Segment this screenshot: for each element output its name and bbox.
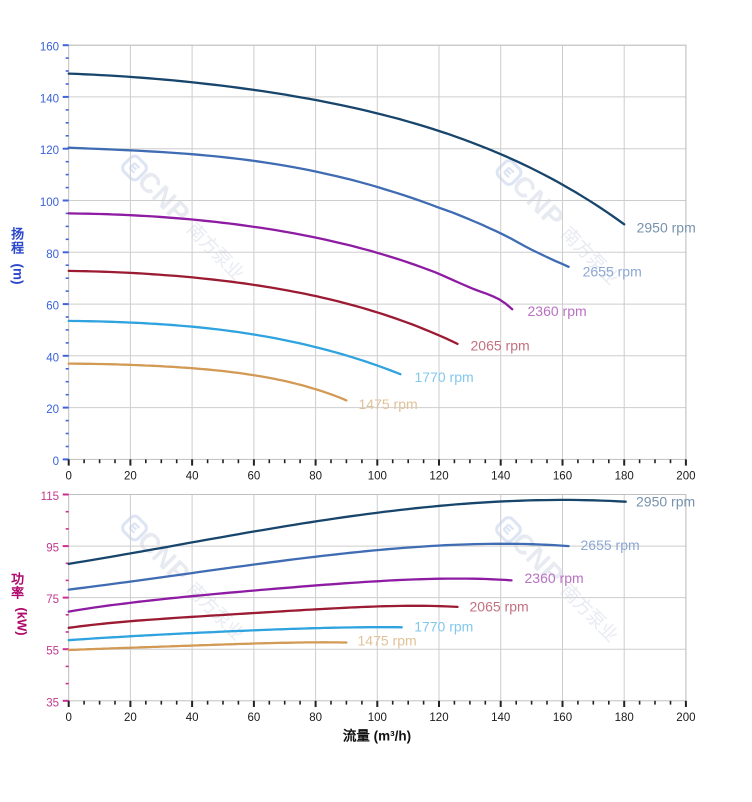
svg-text:95: 95 (46, 543, 59, 555)
svg-text:1475 rpm: 1475 rpm (359, 396, 418, 412)
svg-text:2065 rpm: 2065 rpm (471, 338, 530, 354)
svg-text:1475 rpm: 1475 rpm (358, 633, 417, 649)
svg-text:(m): (m) (11, 264, 26, 285)
svg-text:100: 100 (40, 197, 59, 209)
svg-text:40: 40 (186, 712, 199, 724)
svg-text:60: 60 (46, 301, 59, 313)
svg-text:120: 120 (40, 145, 59, 157)
svg-text:140: 140 (40, 93, 59, 105)
svg-text:115: 115 (41, 491, 59, 503)
svg-text:(kW): (kW) (15, 607, 30, 635)
svg-text:2655 rpm: 2655 rpm (583, 264, 642, 280)
svg-text:2360 rpm: 2360 rpm (525, 570, 584, 586)
svg-text:75: 75 (46, 594, 59, 606)
svg-text:180: 180 (615, 471, 634, 483)
svg-text:20: 20 (124, 471, 137, 483)
svg-text:160: 160 (553, 712, 572, 724)
svg-text:0: 0 (65, 471, 71, 483)
svg-text:率: 率 (11, 586, 24, 601)
svg-text:0: 0 (53, 456, 59, 468)
svg-text:20: 20 (46, 404, 59, 416)
svg-text:80: 80 (309, 471, 322, 483)
svg-text:2950 rpm: 2950 rpm (636, 494, 695, 510)
svg-text:160: 160 (553, 471, 572, 483)
svg-text:程: 程 (11, 241, 24, 256)
svg-text:200: 200 (676, 712, 695, 724)
svg-text:2950 rpm: 2950 rpm (637, 220, 696, 236)
svg-text:流量 (m³/h): 流量 (m³/h) (343, 728, 411, 744)
svg-text:功: 功 (11, 572, 24, 587)
svg-text:55: 55 (46, 646, 59, 658)
svg-text:100: 100 (368, 712, 387, 724)
svg-text:140: 140 (491, 471, 510, 483)
svg-text:160: 160 (40, 42, 59, 54)
svg-text:2360 rpm: 2360 rpm (528, 303, 587, 319)
svg-text:80: 80 (46, 249, 59, 261)
svg-text:60: 60 (248, 712, 261, 724)
svg-text:80: 80 (309, 712, 322, 724)
svg-text:100: 100 (368, 471, 387, 483)
svg-text:60: 60 (248, 471, 261, 483)
svg-text:1770 rpm: 1770 rpm (415, 369, 474, 385)
svg-text:2655 rpm: 2655 rpm (581, 537, 640, 553)
svg-text:180: 180 (615, 712, 634, 724)
svg-text:120: 120 (429, 471, 448, 483)
svg-text:35: 35 (46, 697, 59, 709)
svg-text:0: 0 (65, 712, 71, 724)
svg-text:120: 120 (429, 712, 448, 724)
svg-text:140: 140 (491, 712, 510, 724)
svg-text:2065 rpm: 2065 rpm (470, 599, 529, 615)
svg-text:40: 40 (46, 352, 59, 364)
svg-text:200: 200 (676, 471, 695, 483)
svg-text:扬: 扬 (11, 227, 24, 242)
svg-text:20: 20 (124, 712, 137, 724)
svg-text:40: 40 (186, 471, 199, 483)
svg-text:1770 rpm: 1770 rpm (414, 619, 473, 635)
